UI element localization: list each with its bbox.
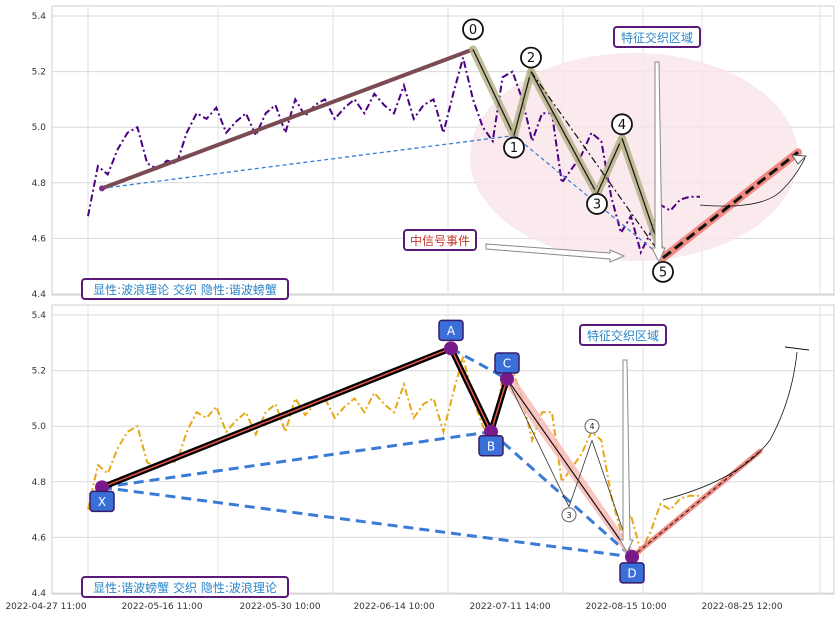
bottom-series	[87, 356, 700, 555]
wave-2-5-dashdot	[530, 71, 664, 259]
harmonic-leg-inner	[490, 378, 508, 432]
trend-line-to-wave-0	[101, 47, 474, 191]
harmonic-label-B: B	[487, 439, 495, 453]
projection-cap	[784, 346, 810, 351]
wave-label-1: 1	[510, 141, 518, 156]
minor-wave-circle	[584, 418, 600, 434]
top-feature-zone-text: 特征交织区域	[621, 30, 693, 45]
harmonic-crab-overlay: 3 4 X A B C D	[89, 319, 810, 584]
y-tick-label: 5.2	[32, 68, 46, 78]
harmonic-leg-inner	[101, 347, 452, 489]
bottom-feature-zone-box: 特征交织区域	[579, 324, 667, 346]
harmonic-label-C: C	[503, 356, 511, 370]
cd-line	[506, 378, 633, 558]
harmonic-label-box	[89, 490, 115, 513]
projection-curve	[662, 351, 798, 501]
projection-dashed	[662, 151, 799, 260]
wave-label-circle	[462, 18, 484, 41]
wave-segment-line	[472, 49, 515, 136]
top-caption-text: 显性:波浪理论 交织 隐性:谐波螃蟹	[93, 282, 277, 297]
xb-dashed	[101, 430, 492, 489]
price-series-line	[87, 356, 700, 555]
wave-label-2: 2	[527, 51, 535, 66]
harmonic-label-D: D	[627, 566, 636, 580]
x-tick-label: 2022-06-14 10:00	[353, 602, 434, 612]
x-tick-label: 2022-08-25 12:00	[701, 602, 782, 612]
top-feature-zone-box: 特征交织区域	[613, 26, 701, 48]
x-tick-label: 2022-05-30 10:00	[239, 602, 320, 612]
y-tick-label: 5.0	[32, 422, 47, 432]
wave-label-circle	[520, 46, 542, 69]
minor-wave-label-3: 3	[566, 511, 571, 520]
minor-wave-circle	[561, 507, 577, 523]
y-tick-label: 5.4	[32, 12, 47, 22]
wave-label-circle	[611, 113, 633, 136]
harmonic-point-marker	[625, 549, 639, 564]
x-tick-label: 2022-05-16 11:00	[121, 602, 202, 612]
top-caption-box: 显性:波浪理论 交织 隐性:谐波螃蟹	[81, 278, 289, 300]
projection-curve	[699, 157, 806, 207]
wave-segment-line	[513, 71, 532, 136]
bottom-feature-zone-text: 特征交织区域	[587, 328, 659, 343]
projection-arrowhead	[791, 154, 808, 165]
x-tick-label: 2022-08-15 10:00	[585, 602, 666, 612]
ac-dashed	[450, 347, 508, 381]
x-tick-label: 2022-04-27 11:00	[5, 602, 86, 612]
harmonic-point-marker	[500, 371, 514, 386]
harmonic-label-X: X	[98, 495, 106, 509]
y-tick-label: 5.2	[32, 367, 46, 377]
signal-event-arrow	[485, 243, 626, 263]
wave-label-5: 5	[659, 265, 667, 280]
bottom-caption-box: 显性:谐波螃蟹 交织 隐性:波浪理论	[81, 576, 289, 598]
x-tick-label: 2022-07-11 14:00	[469, 602, 550, 612]
wave-start-dot	[99, 185, 105, 192]
wave-label-circle	[652, 260, 674, 283]
top-series	[87, 57, 700, 256]
harmonic-label-box	[619, 562, 645, 584]
feature-zone-arrow	[651, 61, 666, 264]
harmonic-label-box	[494, 352, 520, 374]
y-tick-label: 4.8	[32, 179, 47, 189]
harmonic-point-marker	[444, 341, 458, 356]
tick-labels: 4.4 4.6 4.8 5.0 5.2 5.4 4.4 4.6 4.8 5.0 5.2 5.4 2022…	[5, 12, 782, 612]
y-tick-label: 4.8	[32, 478, 47, 488]
y-tick-label: 4.4	[32, 589, 47, 599]
signal-event-box: 中信号事件	[403, 229, 477, 251]
baseline-dashed	[101, 134, 515, 190]
harmonic-label-A: A	[447, 324, 456, 338]
wave-label-circle	[503, 136, 525, 159]
y-tick-label: 5.4	[32, 311, 47, 321]
wave-label-0: 0	[469, 23, 477, 38]
signal-event-text: 中信号事件	[410, 233, 470, 248]
wave-label-4: 4	[618, 118, 626, 133]
elliott-wave-overlay: 0 1 2 3 4 5	[99, 18, 808, 283]
xd-dashed	[101, 485, 633, 559]
wave-segment-line	[596, 138, 623, 195]
wave-label-3: 3	[593, 197, 601, 212]
bottom-caption-text: 显性:谐波螃蟹 交织 隐性:波浪理论	[93, 580, 277, 595]
wave-segment-line	[530, 71, 598, 195]
harmonic-leg-inner	[450, 348, 492, 433]
wave-label-circle	[586, 193, 608, 215]
y-tick-label: 4.6	[32, 234, 47, 244]
minor-wave-line	[506, 378, 570, 507]
y-tick-label: 5.0	[32, 123, 47, 133]
minor-wave-label-4: 4	[589, 422, 594, 431]
harmonic-label-box	[478, 435, 504, 457]
y-tick-label: 4.4	[32, 290, 47, 300]
minor-wave-line	[568, 440, 593, 507]
feature-zone-arrow	[619, 359, 634, 554]
harmonic-label-box	[438, 319, 464, 342]
price-series-line	[87, 57, 700, 256]
y-tick-label: 4.6	[32, 533, 47, 543]
